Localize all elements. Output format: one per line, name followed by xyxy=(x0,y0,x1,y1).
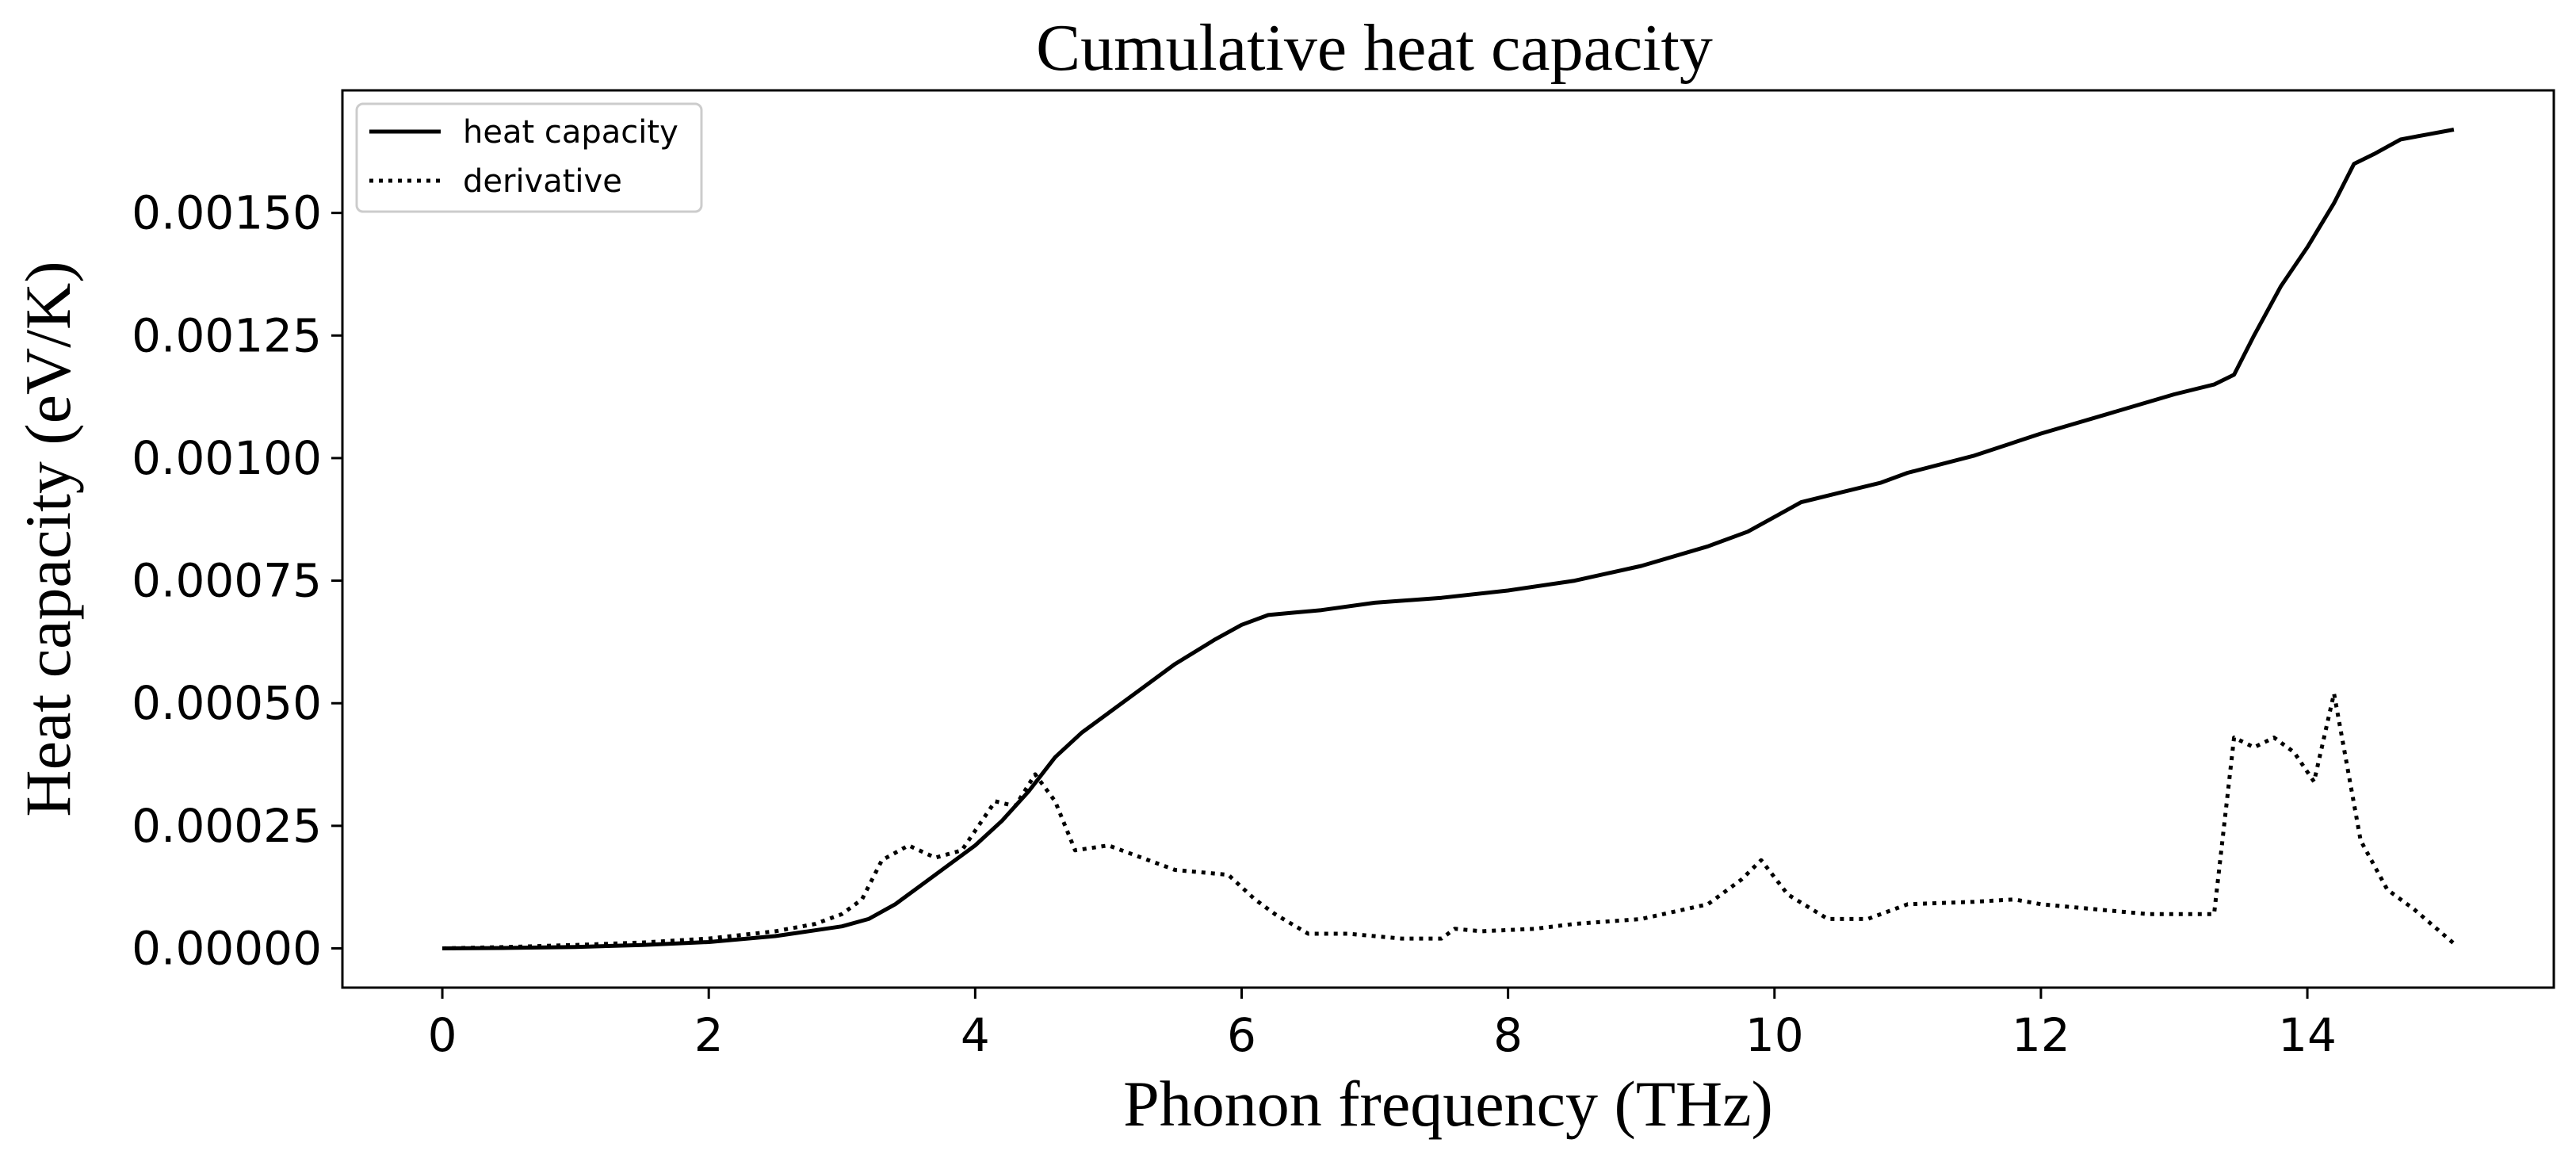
x-axis: 0 2 4 6 8 10 12 14 xyxy=(428,988,2337,1062)
y-axis-label: Heat capacity (eV/K) xyxy=(12,261,84,816)
x-tick-label: 2 xyxy=(694,1008,724,1062)
y-tick-label: 0.00000 xyxy=(132,922,322,976)
legend-box xyxy=(355,102,703,213)
x-tick-label: 12 xyxy=(2012,1008,2070,1062)
y-tick-label: 0.00150 xyxy=(132,186,322,240)
x-tick-label: 0 xyxy=(428,1008,457,1062)
legend-label-heat-capacity: heat capacity xyxy=(463,114,678,151)
legend-label-derivative: derivative xyxy=(463,163,622,200)
y-tick-label: 0.00100 xyxy=(132,431,322,485)
y-tick-label: 0.00125 xyxy=(132,308,322,362)
series-line-heat-capacity xyxy=(442,128,2455,950)
plot-frame xyxy=(341,89,2555,989)
series-line-derivative xyxy=(442,691,2456,950)
x-tick-label: 10 xyxy=(1745,1008,1804,1062)
y-axis: 0.00000 0.00025 0.00050 0.00075 0.00100 0.001… xyxy=(132,186,342,976)
plot-area xyxy=(341,89,2555,989)
x-tick-label: 8 xyxy=(1493,1008,1523,1062)
y-tick-label: 0.00025 xyxy=(132,799,322,853)
chart-title: Cumulative heat capacity xyxy=(1036,11,1713,85)
x-axis-label: Phonon frequency (THz) xyxy=(1123,1068,1773,1140)
y-tick-label: 0.00050 xyxy=(132,676,322,730)
legend: heat capacity derivative xyxy=(355,102,703,213)
series-layer xyxy=(442,128,2456,950)
x-tick-label: 6 xyxy=(1227,1008,1256,1062)
x-tick-label: 14 xyxy=(2278,1008,2337,1062)
x-tick-label: 4 xyxy=(961,1008,990,1062)
y-tick-label: 0.00075 xyxy=(132,554,322,608)
